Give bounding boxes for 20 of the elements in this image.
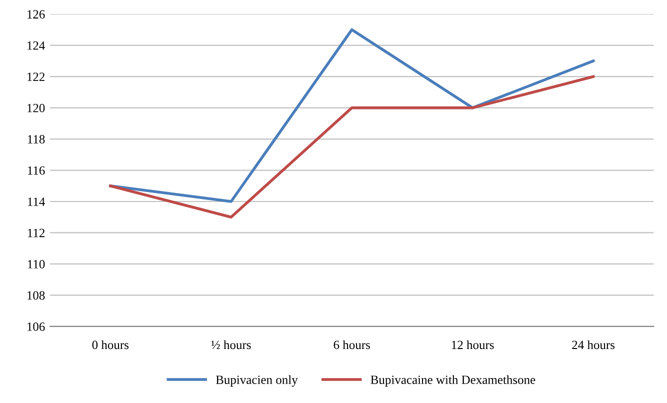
line-series — [109, 28, 595, 203]
y-tick-label: 120 — [28, 104, 45, 112]
y-tick-label: 124 — [28, 41, 45, 50]
y-tick-label: 118 — [28, 135, 45, 144]
x-tick-label: ½ hours — [211, 340, 251, 350]
x-tick-label: 12 hours — [452, 340, 494, 350]
y-tick-label: 116 — [28, 166, 45, 175]
y-tick-label: 122 — [28, 72, 44, 81]
y-tick-label: 106 — [28, 322, 45, 331]
x-tick-label: 24 hours — [572, 340, 615, 350]
y-tick-label: 108 — [28, 291, 45, 300]
legend-label: Bupivacaine with Dexamethsone — [370, 375, 536, 387]
y-tick-label: 112 — [28, 228, 44, 238]
y-tick-label: 110 — [28, 260, 45, 268]
x-tick-label: 6 hours — [334, 340, 370, 350]
legend-label: Bupivacien only — [216, 375, 298, 387]
y-tick-label: 126 — [28, 10, 45, 19]
y-tick-label: 114 — [28, 198, 45, 206]
line-series — [109, 75, 595, 219]
x-tick-label: 0 hours — [92, 340, 129, 350]
